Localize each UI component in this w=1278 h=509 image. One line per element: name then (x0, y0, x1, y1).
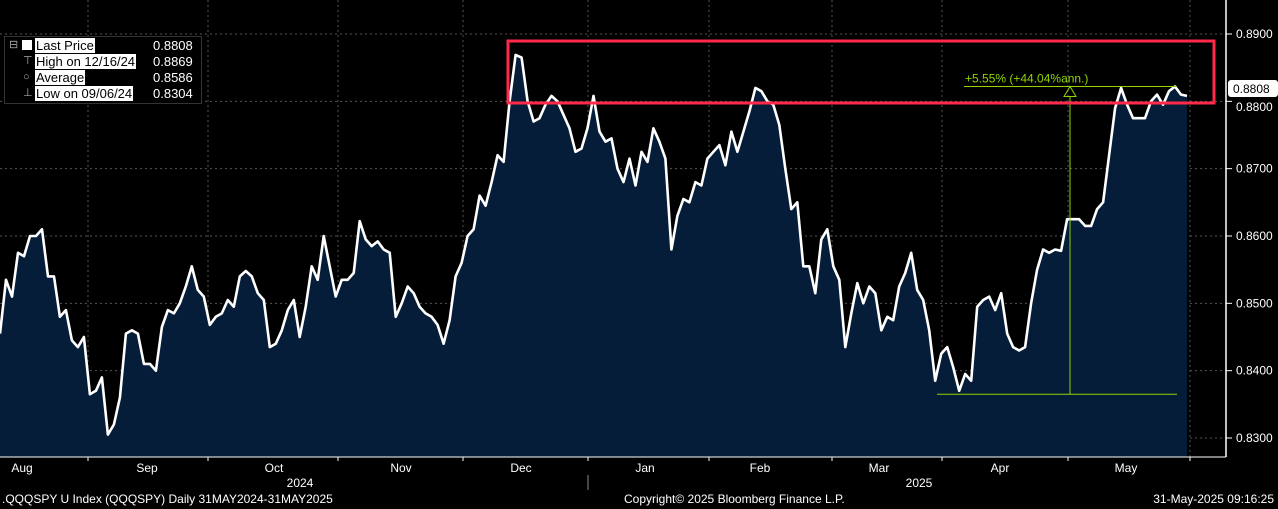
year-label-2024: 2024 (287, 476, 314, 490)
x-tick-label: Nov (390, 461, 411, 475)
last-price-swatch-icon (22, 40, 32, 50)
legend-item-low: Low on 09/06/24 0.8304 (35, 86, 193, 101)
y-tick-label: 0.8700 (1236, 162, 1273, 176)
legend-value: 0.8586 (153, 70, 193, 85)
price-area (0, 54, 1187, 458)
legend-item-high: High on 12/16/24 0.8869 (35, 54, 193, 69)
x-tick-label: Mar (869, 461, 890, 475)
last-price-tag-label: 0.8808 (1233, 82, 1270, 96)
footer-copyright: Copyright© 2025 Bloomberg Finance L.P. (624, 492, 845, 506)
y-tick-label: 0.8400 (1236, 364, 1273, 378)
x-tick-label: May (1115, 461, 1138, 475)
arrow-up-icon (1063, 85, 1077, 98)
x-tick-label: Apr (991, 461, 1010, 475)
x-tick-label: Jan (635, 461, 654, 475)
high-marker-icon: ⊤ (23, 55, 33, 67)
y-tick-label: 0.8500 (1236, 296, 1273, 310)
last-price-tag (1228, 79, 1278, 97)
legend-value: 0.8304 (153, 86, 193, 101)
legend-value: 0.8808 (153, 38, 193, 53)
legend-item-average: Average 0.8586 (35, 70, 193, 85)
y-tick-label: 0.8300 (1236, 431, 1273, 445)
legend-value: 0.8869 (153, 54, 193, 69)
x-tick-label: Dec (510, 461, 531, 475)
x-tick-label: Feb (750, 461, 771, 475)
legend-label: High on 12/16/24 (35, 54, 137, 69)
collapse-icon[interactable]: ⊟ (9, 39, 19, 51)
x-tick-label: Sep (136, 461, 158, 475)
average-marker-icon: ○ (23, 71, 30, 83)
legend: ⊟ Last Price 0.8808 ⊤ High on 12/16/24 0.8… (4, 36, 202, 104)
y-tick-label: 0.8800 (1236, 100, 1273, 114)
x-tick-label: Oct (265, 461, 284, 475)
annotation-label: +5.55% (+44.04%ann.) (965, 72, 1088, 86)
footer-security: .QQQSPY U Index (QQQSPY) Daily 31MAY2024… (2, 492, 333, 506)
y-tick-label: 0.8600 (1236, 229, 1273, 243)
legend-label: Average (35, 70, 86, 85)
legend-label: Low on 09/06/24 (35, 86, 134, 101)
x-tick-label: Aug (11, 461, 32, 475)
legend-label: Last Price (35, 38, 95, 53)
legend-item-last-price: Last Price 0.8808 (35, 38, 193, 53)
price-line (0, 53, 1188, 436)
y-tick-label: 0.8900 (1236, 27, 1273, 41)
year-label-2025: 2025 (906, 476, 933, 490)
footer-timestamp: 31-May-2025 09:16:25 (1153, 492, 1274, 506)
highlight-box (506, 39, 1216, 105)
low-marker-icon: ⊥ (23, 87, 33, 99)
